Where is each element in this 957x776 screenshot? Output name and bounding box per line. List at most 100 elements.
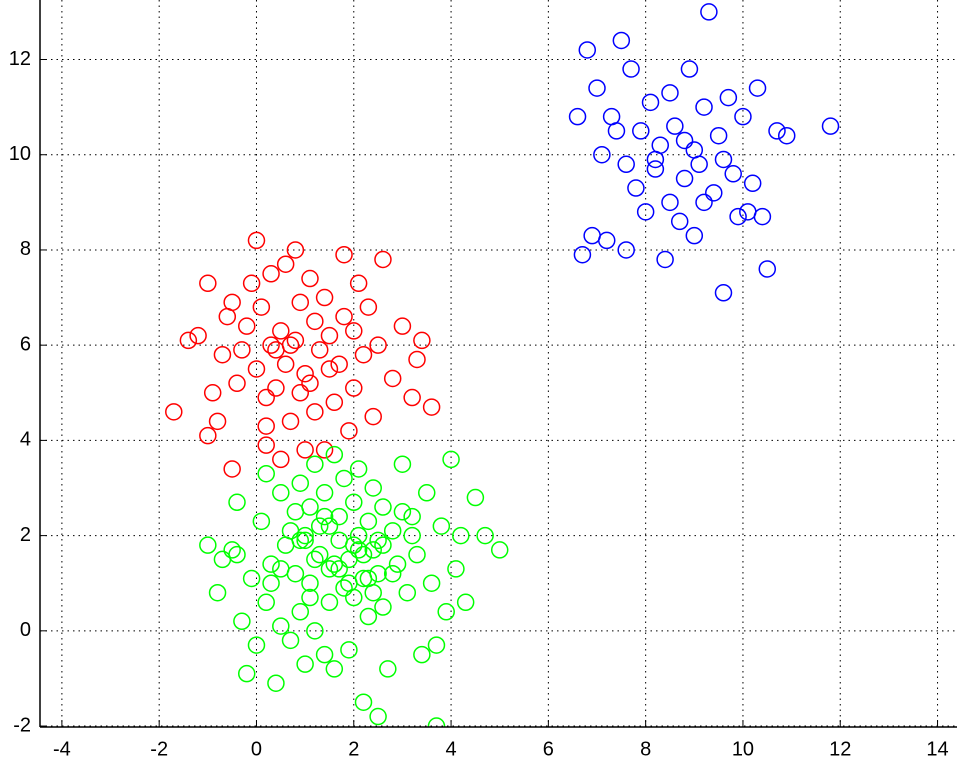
- data-point: [301, 574, 319, 592]
- data-point: [422, 398, 441, 416]
- data-point: [369, 707, 387, 726]
- data-point: [383, 522, 402, 540]
- data-point: [680, 60, 699, 78]
- data-point: [320, 560, 339, 578]
- plot-area: [165, 3, 840, 727]
- data-point: [393, 503, 412, 521]
- data-point: [393, 455, 412, 473]
- data-point: [627, 179, 645, 197]
- data-point: [281, 631, 300, 650]
- x-tick-label: 0: [251, 738, 262, 760]
- x-tick-label: 2: [348, 738, 359, 760]
- data-point: [345, 536, 363, 554]
- data-point: [359, 298, 378, 316]
- data-point: [695, 98, 713, 116]
- data-point: [257, 593, 275, 612]
- data-point: [568, 107, 587, 126]
- data-point: [310, 517, 329, 535]
- data-point: [719, 88, 738, 107]
- data-point: [345, 493, 363, 512]
- data-point: [262, 555, 280, 573]
- data-point: [646, 150, 665, 169]
- data-point: [364, 583, 382, 602]
- data-point: [291, 603, 310, 621]
- data-point: [408, 545, 426, 564]
- data-point: [617, 155, 635, 174]
- data-point: [286, 241, 305, 259]
- data-point: [306, 312, 324, 331]
- data-point: [291, 293, 310, 312]
- data-point: [257, 417, 275, 435]
- data-point: [296, 441, 314, 459]
- data-point: [685, 226, 704, 245]
- data-point: [768, 122, 786, 140]
- data-point: [345, 379, 363, 397]
- data-point: [247, 360, 266, 378]
- data-point: [306, 455, 324, 473]
- data-point: [325, 445, 344, 464]
- data-point: [705, 184, 723, 202]
- data-point: [242, 569, 261, 588]
- data-point: [315, 507, 334, 526]
- data-point: [233, 341, 251, 359]
- data-point: [189, 326, 207, 345]
- data-point: [403, 507, 421, 526]
- data-point: [437, 603, 455, 621]
- data-point: [695, 193, 713, 212]
- data-point: [661, 193, 679, 212]
- data-point: [675, 131, 694, 150]
- data-point: [208, 412, 227, 431]
- data-point: [199, 274, 217, 293]
- data-point: [349, 274, 368, 293]
- data-point: [447, 560, 465, 578]
- data-point: [179, 331, 198, 350]
- data-point: [607, 122, 626, 140]
- y-tick-label: -2: [13, 714, 31, 736]
- data-point: [320, 360, 339, 378]
- data-point: [330, 355, 348, 373]
- data-point: [578, 41, 597, 59]
- data-point: [247, 231, 266, 250]
- y-tick-label: 8: [20, 238, 31, 260]
- data-point: [325, 393, 344, 412]
- x-tick-label: 4: [446, 738, 457, 760]
- data-point: [345, 322, 363, 340]
- data-point: [349, 541, 368, 559]
- data-point: [252, 298, 271, 316]
- data-point: [354, 545, 373, 564]
- data-point: [593, 145, 611, 164]
- data-point: [281, 336, 300, 354]
- data-point: [296, 531, 314, 550]
- data-point: [315, 645, 334, 664]
- data-point: [597, 231, 616, 250]
- data-point: [403, 526, 421, 545]
- data-point: [325, 660, 344, 678]
- data-point: [233, 612, 251, 631]
- data-point: [364, 541, 382, 559]
- data-point: [379, 660, 397, 678]
- data-point: [262, 265, 280, 283]
- data-point: [199, 426, 217, 445]
- data-point: [661, 84, 679, 102]
- data-point: [281, 522, 300, 540]
- data-point: [276, 355, 295, 373]
- data-point: [247, 636, 266, 654]
- data-point: [821, 117, 840, 135]
- data-point: [238, 664, 256, 683]
- data-point: [714, 150, 733, 169]
- x-tick-label: 6: [543, 738, 554, 760]
- data-point: [427, 636, 446, 654]
- data-point: [301, 374, 319, 393]
- data-point: [262, 574, 280, 592]
- y-tick-label: 12: [9, 48, 31, 70]
- x-tick-label: 12: [829, 738, 851, 760]
- data-point: [641, 93, 660, 112]
- data-point: [388, 555, 407, 573]
- data-point: [310, 545, 329, 564]
- data-point: [753, 207, 772, 226]
- data-point: [272, 322, 290, 340]
- data-point: [398, 583, 417, 602]
- data-point: [315, 484, 334, 502]
- data-point: [242, 274, 261, 293]
- data-point: [690, 155, 708, 174]
